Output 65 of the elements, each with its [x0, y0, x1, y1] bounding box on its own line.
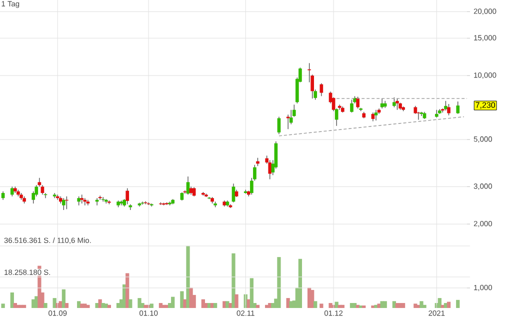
bar — [10, 292, 14, 308]
bar — [256, 304, 260, 308]
bar — [107, 304, 111, 308]
bar — [104, 304, 108, 308]
bar — [180, 291, 184, 308]
bar — [250, 278, 254, 308]
candlestick — [277, 116, 281, 134]
bar — [138, 298, 142, 308]
bar — [414, 304, 418, 308]
candlestick — [140, 201, 144, 205]
bar — [52, 298, 56, 308]
candlestick — [447, 104, 450, 116]
bar — [298, 258, 302, 308]
bar — [128, 299, 132, 308]
candlestick — [86, 200, 90, 206]
candlestick — [396, 98, 399, 110]
candlestick — [232, 183, 236, 203]
bar — [232, 253, 236, 308]
bar — [277, 257, 281, 308]
bar — [446, 302, 451, 308]
candlestick — [374, 110, 378, 121]
candlestick — [268, 160, 272, 180]
bar — [401, 303, 406, 308]
candlestick — [183, 190, 187, 194]
candlestick — [289, 110, 293, 125]
bar — [186, 246, 190, 308]
candlestick — [186, 176, 190, 195]
bar — [328, 303, 332, 308]
bar — [171, 296, 175, 308]
bar — [22, 304, 26, 308]
candlestick — [392, 97, 396, 108]
bar — [86, 304, 90, 308]
bar — [314, 301, 318, 308]
candlestick — [40, 184, 44, 195]
bar — [383, 301, 387, 308]
bar — [420, 301, 424, 308]
candlestick — [38, 178, 42, 187]
bar — [1, 304, 5, 308]
candlestick — [356, 96, 360, 109]
bar — [95, 303, 99, 308]
bar — [340, 304, 344, 308]
candlestick — [126, 188, 130, 204]
annotation: 7,230 — [476, 102, 496, 109]
bar — [150, 304, 154, 308]
bar — [144, 304, 148, 308]
candlestick — [320, 82, 324, 96]
candlestick — [192, 186, 196, 197]
bar — [438, 298, 442, 308]
bar — [189, 287, 193, 308]
bar — [64, 303, 69, 308]
candlestick — [456, 101, 460, 114]
bar — [380, 301, 384, 308]
bar — [422, 304, 426, 308]
bar — [310, 290, 314, 308]
candlestick — [62, 198, 66, 210]
bar — [77, 301, 81, 308]
candlestick — [420, 112, 424, 116]
bar — [62, 289, 66, 308]
candlestick — [10, 186, 14, 197]
bar — [44, 303, 48, 308]
bar — [213, 303, 218, 308]
bar — [320, 304, 324, 308]
bar — [456, 300, 460, 308]
bar — [234, 294, 238, 308]
candlestick — [350, 99, 354, 113]
